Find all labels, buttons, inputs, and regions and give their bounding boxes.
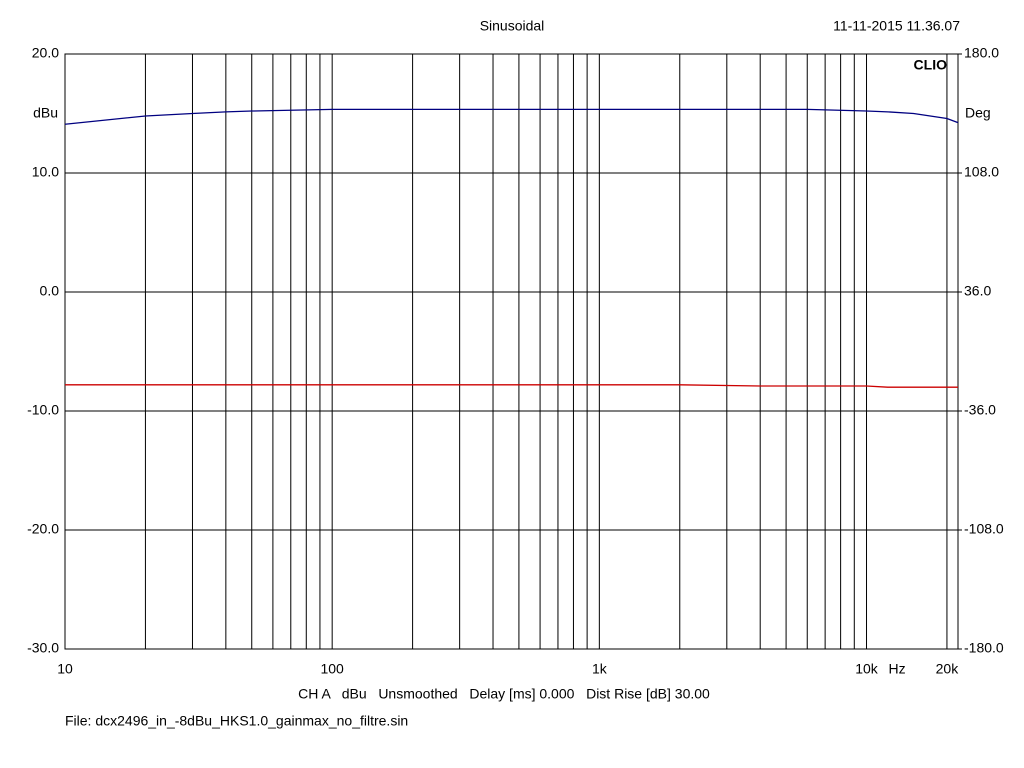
y2-tick-label: -108.0: [964, 521, 1004, 537]
plot-frame: [64, 53, 959, 650]
x-tick-label: 10k: [855, 661, 879, 677]
y-tick-label: -10.0: [27, 402, 59, 418]
file-line: File: dcx2496_in_-8dBu_HKS1.0_gainmax_no…: [65, 713, 408, 729]
y-tick-label: 20.0: [32, 45, 59, 61]
series-line: [64, 108, 959, 125]
y-tick-label: -30.0: [27, 640, 59, 656]
chart-title: Sinusoidal: [480, 18, 545, 34]
x-tick-label: 10: [57, 661, 73, 677]
y2-axis-label: Deg: [965, 105, 991, 121]
y-tick-label: 10.0: [32, 164, 59, 180]
brand: CLIO: [914, 57, 948, 73]
x-tick-label: 20k: [936, 661, 960, 677]
timestamp: 11-11-2015 11.36.07: [833, 18, 960, 34]
x-tick-label: 1k: [592, 661, 608, 677]
y2-tick-label: 180.0: [964, 45, 999, 61]
y-tick-label: 0.0: [40, 283, 60, 299]
x-tick-label: 100: [320, 661, 344, 677]
x-unit: Hz: [889, 661, 906, 677]
y-tick-label: -20.0: [27, 521, 59, 537]
y2-tick-label: -36.0: [964, 402, 996, 418]
y-axis-label: dBu: [33, 105, 58, 121]
series-line: [65, 384, 958, 388]
y2-tick-label: 36.0: [964, 283, 991, 299]
y2-tick-label: -180.0: [964, 640, 1004, 656]
settings-line: CH A dBu Unsmoothed Delay [ms] 0.000 Dis…: [298, 686, 710, 702]
y2-tick-label: 108.0: [964, 164, 999, 180]
